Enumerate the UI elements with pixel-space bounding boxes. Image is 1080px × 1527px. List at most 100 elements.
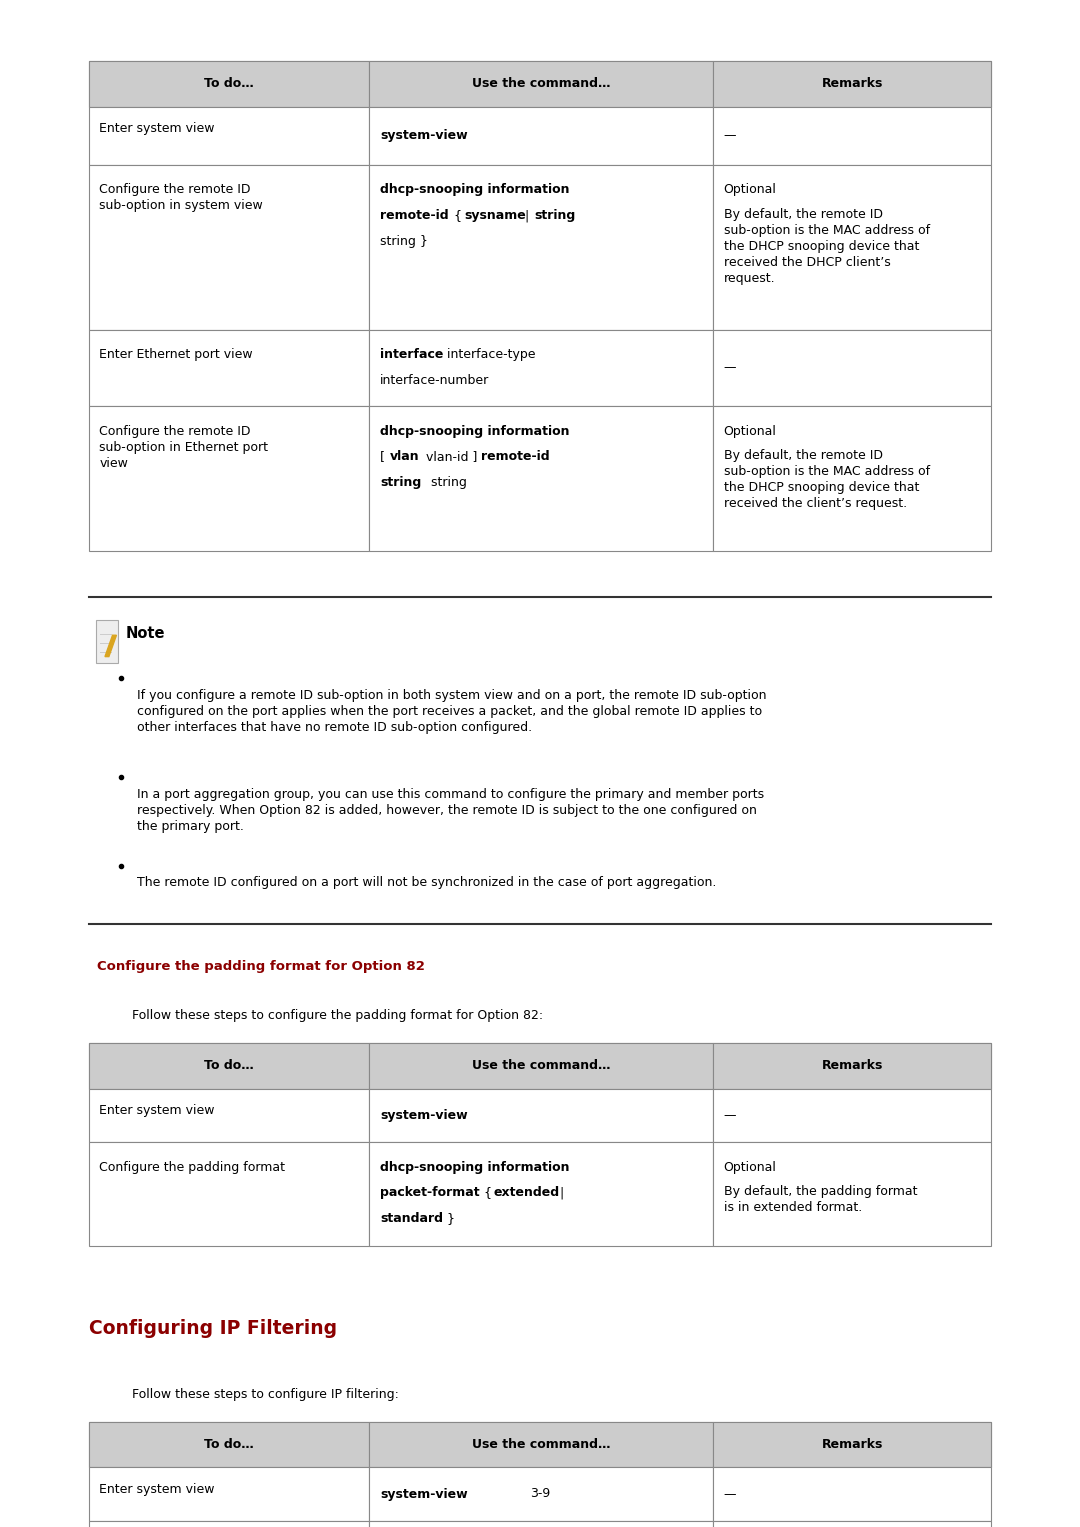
Polygon shape — [105, 635, 117, 657]
Bar — [89, 1422, 991, 1467]
Text: Use the command…: Use the command… — [472, 1060, 610, 1072]
Bar — [369, 406, 713, 551]
Text: Remarks: Remarks — [822, 78, 882, 90]
Bar — [89, 1467, 369, 1521]
Text: extended: extended — [494, 1186, 559, 1200]
Text: In a port aggregation group, you can use this command to configure the primary a: In a port aggregation group, you can use… — [137, 788, 765, 832]
Text: packet-format: packet-format — [380, 1186, 480, 1200]
Bar — [89, 107, 369, 165]
Text: Configure the padding format for Option 82: Configure the padding format for Option … — [97, 960, 426, 974]
Bar — [369, 165, 713, 330]
Text: Enter system view: Enter system view — [99, 1483, 215, 1496]
Bar — [369, 1089, 713, 1142]
Text: string: string — [427, 476, 467, 490]
Text: interface-number: interface-number — [380, 374, 489, 388]
Text: interface-type: interface-type — [443, 348, 536, 362]
Bar — [89, 61, 369, 107]
Text: Enter Ethernet port view: Enter Ethernet port view — [99, 348, 253, 362]
Text: The remote ID configured on a port will not be synchronized in the case of port : The remote ID configured on a port will … — [137, 876, 716, 890]
Text: remote-id: remote-id — [481, 450, 550, 464]
Text: By default, the remote ID
sub-option is the MAC address of
the DHCP snooping dev: By default, the remote ID sub-option is … — [724, 208, 930, 284]
Text: dhcp-snooping information: dhcp-snooping information — [380, 1161, 569, 1174]
Bar — [713, 1142, 991, 1246]
Text: system-view: system-view — [380, 1109, 468, 1122]
Text: By default, the padding format
is in extended format.: By default, the padding format is in ext… — [724, 1185, 917, 1214]
Bar — [89, 330, 369, 406]
Text: dhcp-snooping information: dhcp-snooping information — [380, 183, 569, 197]
Bar — [89, 1422, 369, 1467]
Text: system-view: system-view — [380, 1487, 468, 1501]
Text: To do…: To do… — [204, 1060, 254, 1072]
Text: Use the command…: Use the command… — [472, 1438, 610, 1451]
Bar — [713, 61, 991, 107]
Bar — [369, 1422, 713, 1467]
FancyBboxPatch shape — [96, 620, 118, 663]
Bar — [369, 330, 713, 406]
Bar — [369, 107, 713, 165]
Text: If you configure a remote ID sub-option in both system view and on a port, the r: If you configure a remote ID sub-option … — [137, 689, 767, 733]
Bar — [713, 1521, 991, 1527]
Text: —: — — [724, 362, 737, 374]
Bar — [89, 1089, 369, 1142]
Bar — [369, 1521, 713, 1527]
Text: Remarks: Remarks — [822, 1438, 882, 1451]
Text: Follow these steps to configure the padding format for Option 82:: Follow these steps to configure the padd… — [132, 1009, 543, 1023]
Bar — [713, 1043, 991, 1089]
Text: Enter system view: Enter system view — [99, 122, 215, 136]
Text: —: — — [724, 1109, 737, 1122]
Text: |: | — [521, 209, 532, 223]
Text: Optional: Optional — [724, 183, 777, 197]
Bar — [713, 406, 991, 551]
Text: Note: Note — [125, 626, 165, 641]
Bar — [89, 1142, 369, 1246]
Bar — [89, 165, 369, 330]
Text: string }: string } — [380, 235, 428, 249]
Text: {: { — [450, 209, 467, 223]
Bar — [369, 61, 713, 107]
Bar — [89, 1521, 369, 1527]
Text: To do…: To do… — [204, 78, 254, 90]
Bar — [713, 330, 991, 406]
Bar — [89, 1043, 991, 1089]
Text: |: | — [556, 1186, 565, 1200]
Bar — [713, 1089, 991, 1142]
Text: system-view: system-view — [380, 130, 468, 142]
Text: [: [ — [380, 450, 389, 464]
Text: vlan: vlan — [390, 450, 419, 464]
Text: interface: interface — [380, 348, 444, 362]
Text: —: — — [724, 130, 737, 142]
Text: Follow these steps to configure IP filtering:: Follow these steps to configure IP filte… — [132, 1388, 399, 1402]
Bar — [89, 406, 369, 551]
Text: standard: standard — [380, 1212, 443, 1226]
Bar — [89, 1043, 369, 1089]
Bar — [369, 1142, 713, 1246]
Text: Optional: Optional — [724, 1161, 777, 1174]
Text: Configure the remote ID
sub-option in Ethernet port
view: Configure the remote ID sub-option in Et… — [99, 425, 268, 469]
Bar — [369, 1467, 713, 1521]
Bar — [713, 107, 991, 165]
Text: To do…: To do… — [204, 1438, 254, 1451]
Text: Optional: Optional — [724, 425, 777, 438]
Text: sysname: sysname — [464, 209, 526, 223]
Text: vlan-id ]: vlan-id ] — [422, 450, 482, 464]
Text: string: string — [535, 209, 576, 223]
Text: dhcp-snooping information: dhcp-snooping information — [380, 425, 569, 438]
Bar — [713, 1422, 991, 1467]
Text: Remarks: Remarks — [822, 1060, 882, 1072]
Text: Configuring IP Filtering: Configuring IP Filtering — [89, 1319, 337, 1338]
Text: —: — — [724, 1487, 737, 1501]
Text: string: string — [380, 476, 421, 490]
Text: Configure the remote ID
sub-option in system view: Configure the remote ID sub-option in sy… — [99, 183, 264, 212]
Bar — [713, 1467, 991, 1521]
Bar — [369, 1043, 713, 1089]
Text: Enter system view: Enter system view — [99, 1104, 215, 1118]
Bar — [89, 61, 991, 107]
Bar — [713, 165, 991, 330]
Text: Use the command…: Use the command… — [472, 78, 610, 90]
Text: }: } — [443, 1212, 455, 1226]
Text: {: { — [480, 1186, 496, 1200]
Text: By default, the remote ID
sub-option is the MAC address of
the DHCP snooping dev: By default, the remote ID sub-option is … — [724, 449, 930, 510]
Text: 3-9: 3-9 — [530, 1487, 550, 1500]
Text: remote-id: remote-id — [380, 209, 449, 223]
Text: Configure the padding format: Configure the padding format — [99, 1161, 285, 1174]
